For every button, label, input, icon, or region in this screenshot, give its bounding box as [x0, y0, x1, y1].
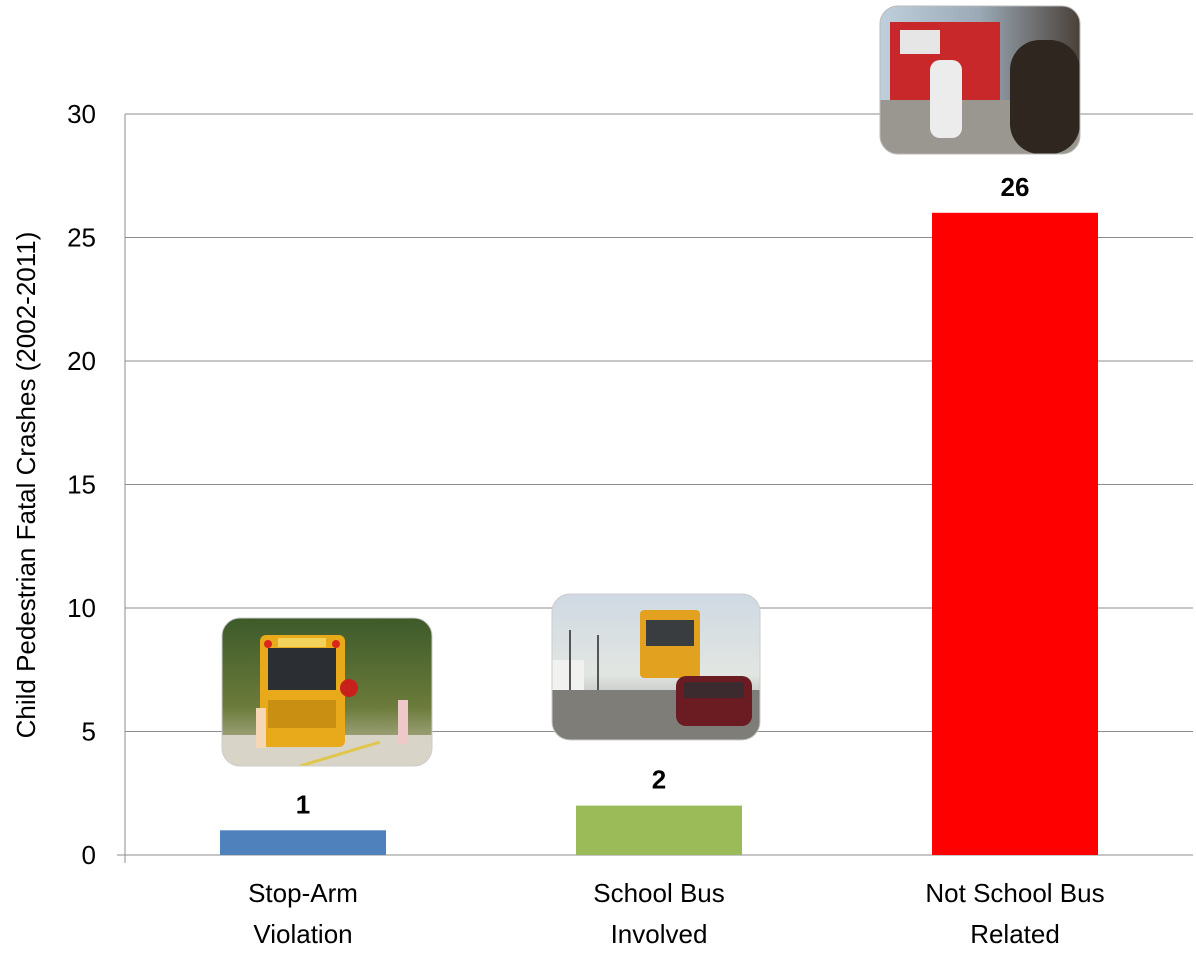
photo-frame: [221, 617, 433, 767]
y-tick-label: 5: [82, 717, 96, 747]
photo-frame: [551, 593, 761, 741]
y-axis-label: Child Pedestrian Fatal Crashes (2002-201…: [11, 232, 41, 739]
y-tick-label: 10: [67, 593, 96, 623]
y-tick-labels: 0 5 10 15 20 25 30: [67, 99, 96, 870]
school-bus-on-road-photo: [552, 594, 760, 740]
photo-frame: [879, 5, 1081, 155]
x-tick-label: Stop-Arm: [248, 878, 358, 908]
x-tick-label: Involved: [611, 919, 708, 949]
data-labels: 1 2 26: [296, 172, 1030, 819]
y-tick-label: 20: [67, 346, 96, 376]
data-label: 26: [1001, 172, 1030, 202]
bar: [220, 830, 386, 855]
x-tick-label: Violation: [253, 919, 352, 949]
bars: [220, 212, 1098, 856]
y-tick-label: 0: [82, 840, 96, 870]
x-tick-label: Not School Bus: [925, 878, 1104, 908]
bar: [576, 805, 742, 855]
x-tick-label: School Bus: [593, 878, 725, 908]
fire-truck-street-photo: [880, 6, 1080, 154]
bar: [932, 212, 1098, 856]
y-tick-label: 25: [67, 223, 96, 253]
y-tick-label: 30: [67, 99, 96, 129]
x-tick-labels: Stop-Arm Violation School Bus Involved Not S…: [248, 878, 1105, 949]
y-tick-label: 15: [67, 470, 96, 500]
data-label: 2: [652, 765, 666, 795]
x-tick-label: Related: [970, 919, 1060, 949]
school-bus-stop-arm-photo: [222, 618, 432, 766]
data-label: 1: [296, 789, 310, 819]
